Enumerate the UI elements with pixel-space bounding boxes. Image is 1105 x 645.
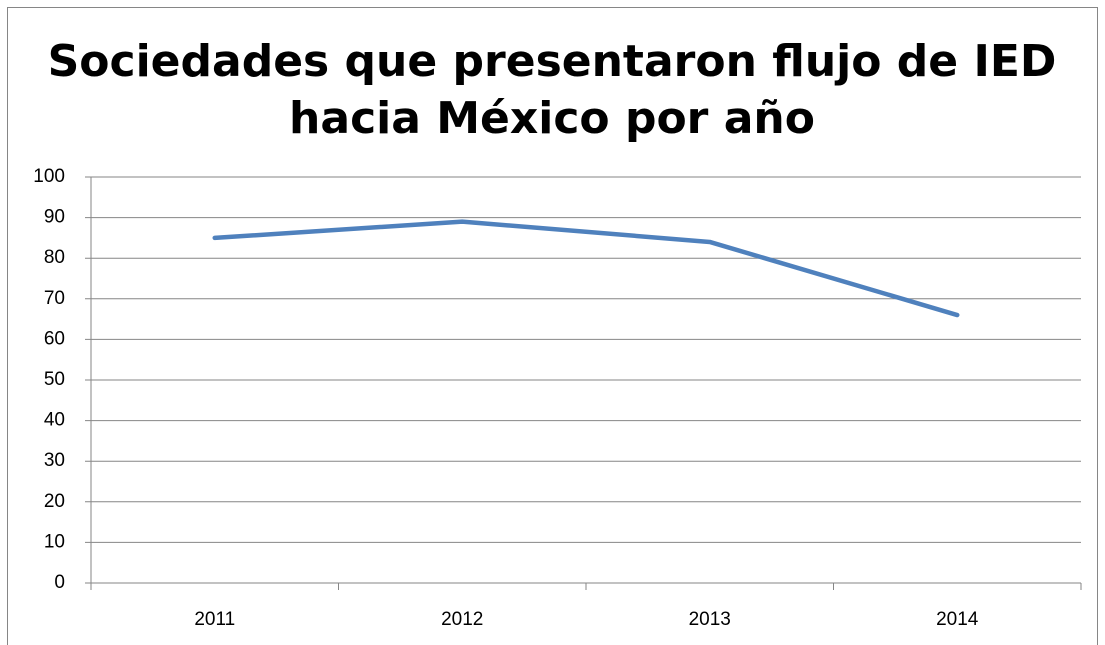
y-tick-label: 30: [44, 450, 65, 471]
y-tick-label: 40: [44, 410, 65, 431]
y-tick-label: 70: [44, 288, 65, 309]
y-tick-label: 0: [54, 572, 65, 593]
data-line: [212, 219, 960, 318]
y-tick-label: 90: [44, 207, 65, 228]
y-tick-label: 50: [44, 369, 65, 390]
y-tick-label: 80: [44, 247, 65, 268]
y-tick-label: 20: [44, 491, 65, 512]
x-tick-label: 2013: [689, 609, 731, 630]
y-tick-label: 60: [44, 328, 65, 349]
y-tick-label: 10: [44, 531, 65, 552]
x-tick-label: 2011: [194, 609, 235, 630]
x-tick-label: 2012: [441, 609, 483, 630]
y-tick-label: 100: [33, 166, 65, 187]
chart-border: [7, 7, 1098, 645]
x-tick-label: 2014: [936, 609, 979, 630]
chart-title: hacia México por año: [289, 93, 815, 144]
chart-title: Sociedades que presentaron flujo de IED: [48, 36, 1057, 87]
